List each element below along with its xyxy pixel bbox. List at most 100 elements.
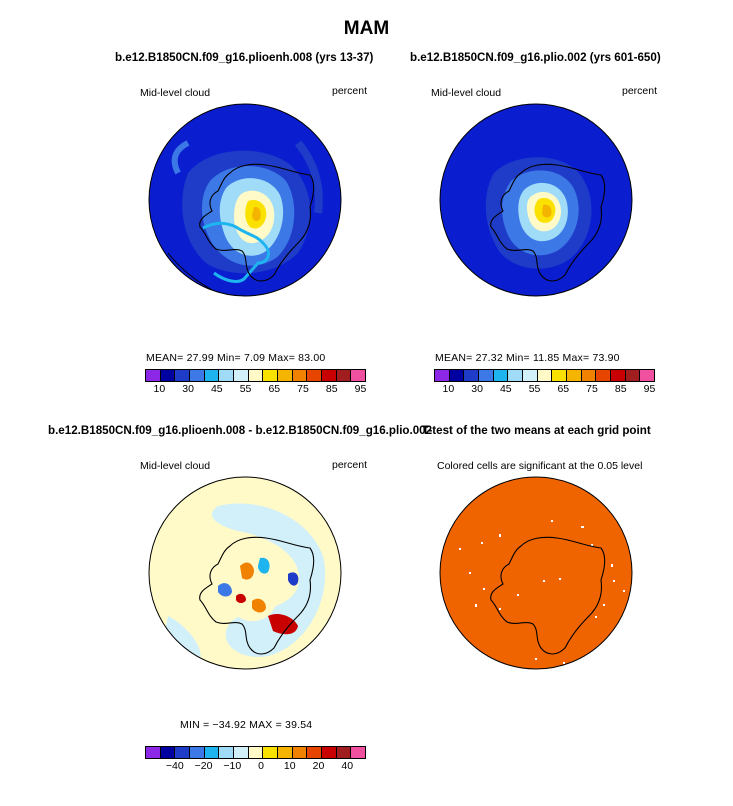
panel4-antarctica-coastline [490,536,606,655]
panel3-colorbar-swatch-5 [219,747,235,758]
panel2-colorbar-tick-label: 55 [528,383,541,395]
panel1-colorbar-tick-label: 95 [354,383,367,395]
panel2-colorbar-swatch-14 [640,370,655,381]
panel4-polar-map [439,476,633,670]
panel2-polar-map [439,103,633,297]
panel2-colorbar-swatch-8 [552,370,568,381]
panel2-colorbar-swatch-9 [567,370,582,381]
panel3-colorbar-swatch-14 [351,747,366,758]
panel3-colorbar-swatch-12 [322,747,337,758]
panel3-stats: MIN = −34.92 MAX = 39.54 [180,719,313,731]
panel2-colorbar-swatch-6 [523,370,538,381]
panel3-colorbar-swatch-13 [336,747,352,758]
panel1-colorbar-swatch-1 [160,370,176,381]
panel2-colorbar-tick-label: 30 [471,383,483,395]
panel2-units-label: percent [622,85,658,97]
panel1-colorbar-tick-label: 55 [239,383,252,395]
panel1-colorbar-swatch-7 [248,370,264,381]
panel2-colorbar-swatch-10 [581,370,597,381]
panel3-colorbar-swatch-7 [248,747,264,758]
panel3-title: b.e12.B1850CN.f09_g16.plioenh.008 - b.e1… [48,424,433,437]
panel3-colorbar-tick-label: 20 [312,760,325,772]
panel4-title: T-test of the two means at each grid poi… [422,424,651,437]
panel3-colorbar-tick-label: −20 [194,760,213,772]
panel3-colorbar-tick-label: −40 [165,760,184,772]
panel1-colorbar-swatch-0 [146,370,161,381]
panel3-colorbar-swatch-4 [204,747,220,758]
panel4-nonsignificant-cells [459,520,625,664]
panel3-colorbar-swatch-10 [292,747,308,758]
panel3-colorbar-swatch-6 [234,747,249,758]
panel3-polar-map [148,476,342,670]
panel3-colorbar-tick-label: 10 [283,760,296,772]
panel1-colorbar-tick-label: 85 [325,383,338,395]
panel1-colorbar-tick-label: 45 [210,383,223,395]
panel2-colorbar-swatch-3 [479,370,494,381]
panel2-colorbar-swatch-2 [464,370,480,381]
panel2-colorbar-swatch-4 [493,370,509,381]
panel4-globe-outline [439,476,633,670]
panel3-colorbar-swatch-2 [175,747,191,758]
panel2-colorbar-swatch-13 [625,370,641,381]
panel2-variable-label: Mid-level cloud [431,87,502,99]
page-title: MAM [343,18,390,39]
panel1-colorbar-swatch-3 [190,370,205,381]
panel2-colorbar-tick-label: 45 [499,383,512,395]
panel1-colorbar-swatch-11 [307,370,323,381]
panel2-colorbar-tick-label: 10 [442,383,455,395]
panel1-colorbar-tick-label: 65 [268,383,281,395]
panel1-variable-label: Mid-level cloud [140,87,211,99]
panel3-colorbar-tick-label: 0 [258,760,264,772]
panel2-antarctica-coastline [490,163,606,282]
panel3-globe-outline [148,476,342,670]
panel1-colorbar-tick-label: 10 [153,383,166,395]
panel4-subtitle: Colored cells are significant at the 0.0… [437,460,643,472]
panel3-variable-label: Mid-level cloud [140,460,211,472]
panel1-colorbar-swatch-9 [278,370,293,381]
panel1-colorbar-swatch-6 [234,370,249,381]
panel1-colorbar [145,369,366,382]
panel3-colorbar [145,746,366,759]
panel1-colorbar-tick-label: 30 [182,383,194,395]
panel2-stats: MEAN= 27.32 Min= 11.85 Max= 73.90 [435,352,620,364]
panel1-colorbar-swatch-2 [175,370,191,381]
panel3-colorbar-swatch-9 [278,747,293,758]
panel2-colorbar-swatch-0 [435,370,450,381]
panel2-colorbar-swatch-7 [537,370,553,381]
panel2-colorbar-tick-label: 85 [614,383,627,395]
panel3-colorbar-swatch-1 [160,747,176,758]
panel3-colorbar-swatch-8 [263,747,279,758]
panel1-colorbar-swatch-8 [263,370,279,381]
panel2-colorbar-tick-label: 95 [643,383,656,395]
panel1-units-label: percent [332,85,368,97]
panel3-colorbar-swatch-3 [190,747,205,758]
panel1-colorbar-swatch-12 [322,370,337,381]
panel1-globe-outline [148,103,342,297]
panel2-colorbar-tick-label: 75 [586,383,598,395]
panel2-colorbar [434,369,655,382]
panel1-colorbar-swatch-10 [292,370,308,381]
panel2-colorbar-swatch-12 [611,370,626,381]
panel2-title: b.e12.B1850CN.f09_g16.plio.002 (yrs 601-… [410,51,661,64]
panel1-antarctica-coastline [199,163,315,282]
panel3-colorbar-tick-label: 40 [341,760,354,772]
panel1-colorbar-tick-label: 75 [297,383,309,395]
panel3-antarctica-coastline [199,536,315,655]
panel1-title: b.e12.B1850CN.f09_g16.plioenh.008 (yrs 1… [115,51,374,64]
panel1-colorbar-swatch-14 [351,370,366,381]
panel2-colorbar-tick-label: 65 [557,383,570,395]
panel2-globe-outline [439,103,633,297]
panel3-colorbar-swatch-0 [146,747,161,758]
panel3-units-label: percent [332,459,368,471]
panel2-colorbar-swatch-11 [596,370,612,381]
panel2-colorbar-swatch-1 [449,370,465,381]
panel1-colorbar-swatch-13 [336,370,352,381]
panel3-colorbar-tick-label: −10 [223,760,242,772]
panel2-colorbar-swatch-5 [508,370,524,381]
panel1-stats: MEAN= 27.99 Min= 7.09 Max= 83.00 [146,352,326,364]
panel1-polar-map [148,103,342,297]
panel4-significance-field [440,477,632,669]
panel1-colorbar-swatch-5 [219,370,235,381]
panel3-colorbar-swatch-11 [307,747,323,758]
panel1-colorbar-swatch-4 [204,370,220,381]
